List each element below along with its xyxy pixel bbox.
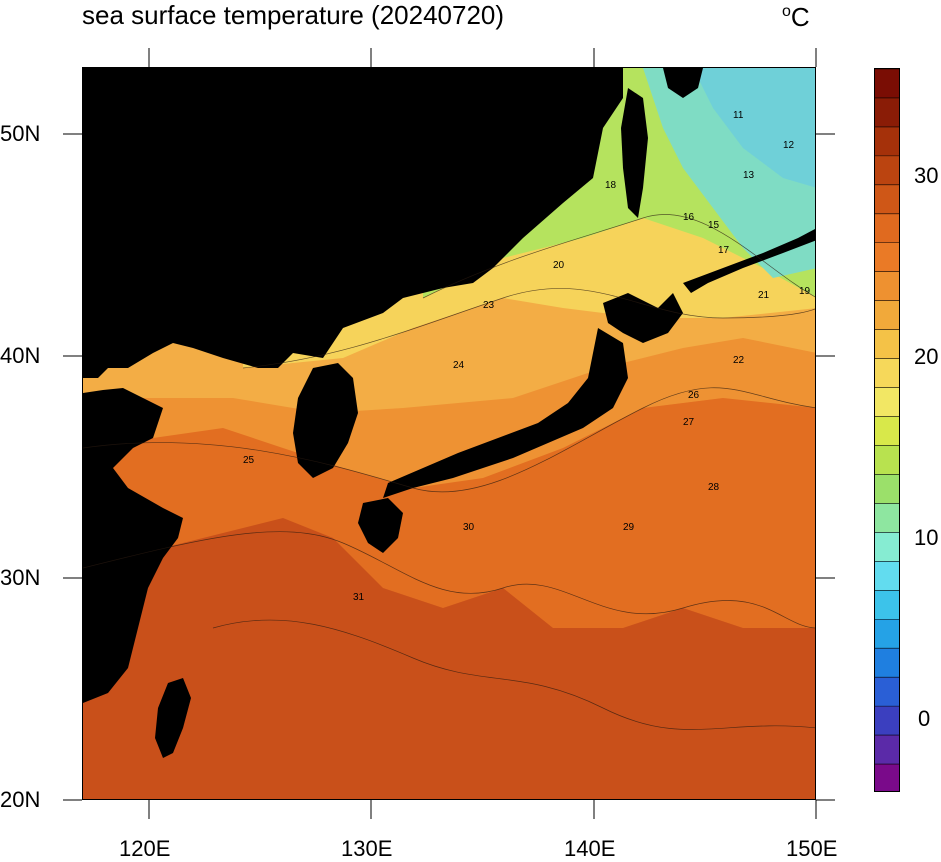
- contour-label: 27: [683, 417, 695, 428]
- sst-map: 11 12 13 15 16 17 18 19 20 21 22 23 24 2…: [82, 67, 816, 800]
- lon-tick-120e: 120E: [119, 836, 171, 861]
- colorbar-segment: [875, 358, 899, 389]
- colorbar-segment: [875, 126, 899, 157]
- contour-label: 26: [688, 390, 700, 401]
- contour-label: 24: [453, 360, 465, 371]
- colorbar-segment: [875, 155, 899, 186]
- colorbar-label-0: 0: [918, 706, 931, 731]
- contour-label: 31: [353, 592, 365, 603]
- land-honshu: [383, 328, 628, 498]
- colorbar-segment: [875, 532, 899, 562]
- contour-label: 21: [758, 290, 770, 301]
- land-korea: [293, 363, 358, 478]
- contour-label: 22: [733, 355, 745, 366]
- colorbar-svg: [875, 69, 899, 791]
- contour-label: 28: [708, 482, 720, 493]
- colorbar-segment: [875, 474, 899, 504]
- land-asia-mainland: [83, 68, 623, 378]
- colorbar-segment: [875, 735, 899, 765]
- colorbar-segment: [875, 590, 899, 620]
- contour-label: 17: [718, 245, 730, 256]
- lat-tick-50n: 50N: [0, 121, 41, 146]
- colorbar-segment: [875, 184, 899, 215]
- map-title: sea surface temperature (20240720): [82, 0, 505, 30]
- land-taiwan: [155, 678, 191, 758]
- colorbar-segment: [875, 213, 899, 244]
- colorbar-segment: [875, 677, 899, 707]
- land-okhotsk-coast: [663, 68, 703, 98]
- contour-label: 18: [605, 180, 617, 191]
- colorbar-label-10: 10: [914, 525, 939, 550]
- lon-tick-140e: 140E: [564, 836, 616, 861]
- sea-coldest: [693, 68, 815, 188]
- contour-label: 12: [783, 140, 795, 151]
- colorbar-segment: [875, 329, 899, 360]
- lon-tick-150e: 150E: [786, 836, 838, 861]
- colorbar-segment: [875, 387, 899, 418]
- colorbar-segment: [875, 300, 899, 331]
- contour-label-group: 11 12 13 15 16 17 18 19 20 21 22 23 24 2…: [243, 110, 811, 603]
- colorbar-segment: [875, 503, 899, 533]
- colorbar-segment: [875, 97, 899, 128]
- contour-label: 23: [483, 300, 495, 311]
- colorbar-segment: [875, 648, 899, 678]
- colorbar-segment: [875, 445, 899, 475]
- contour-label: 16: [683, 212, 695, 223]
- temperature-colorbar: [874, 68, 900, 792]
- land-china-coast: [83, 388, 183, 703]
- contour-lines: [83, 214, 815, 730]
- contour-label: 11: [733, 110, 744, 121]
- colorbar-label-30: 30: [914, 163, 939, 188]
- colorbar-segment: [875, 706, 899, 736]
- contour-label: 30: [463, 522, 475, 533]
- colorbar-segment: [875, 242, 899, 273]
- sst-map-svg: 11 12 13 15 16 17 18 19 20 21 22 23 24 2…: [83, 68, 815, 799]
- colorbar-segment: [875, 271, 899, 302]
- colorbar-segment: [875, 764, 899, 791]
- colorbar-segment: [875, 69, 899, 99]
- contour-label: 29: [623, 522, 635, 533]
- unit-label: oC: [782, 2, 810, 32]
- contour-label: 13: [743, 170, 755, 181]
- colorbar-label-20: 20: [914, 344, 939, 369]
- contour-label: 15: [708, 220, 720, 231]
- land-hokkaido: [603, 293, 683, 343]
- contour-label: 25: [243, 455, 255, 466]
- land-kuril-chain: [683, 229, 815, 293]
- lat-tick-40n: 40N: [0, 343, 41, 368]
- lat-tick-20n: 20N: [0, 787, 41, 812]
- colorbar-segment: [875, 416, 899, 446]
- colorbar-segment: [875, 561, 899, 591]
- lon-tick-130e: 130E: [341, 836, 393, 861]
- contour-label: 20: [553, 260, 565, 271]
- land-shikoku-kyushu: [358, 498, 403, 553]
- lat-tick-30n: 30N: [0, 565, 41, 590]
- colorbar-segment: [875, 619, 899, 649]
- contour-label: 19: [799, 286, 811, 297]
- land-sakhalin: [621, 88, 648, 218]
